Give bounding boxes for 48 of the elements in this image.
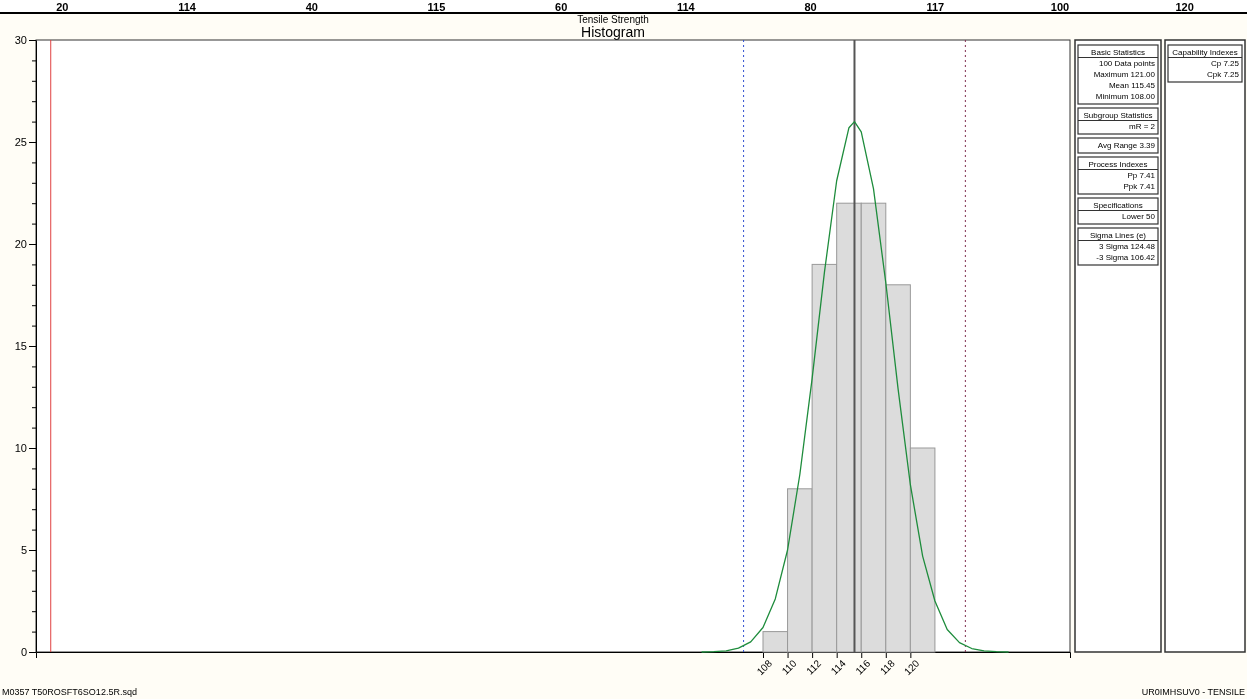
text: Cp 7.25 <box>1210 59 1240 68</box>
text: UR0IMHSUV0 - TENSILE <box>1141 687 1245 697</box>
x-tick-label: 120 <box>901 657 922 678</box>
text: Specifications <box>1093 201 1143 210</box>
y-tick-label: 5 <box>20 544 27 557</box>
text: Basic Statistics <box>1091 48 1145 57</box>
text: -3 Sigma 106.42 <box>1096 253 1156 262</box>
text: 80 <box>804 1 817 13</box>
y-tick-label: 0 <box>20 646 27 659</box>
y-tick-label: 15 <box>14 340 27 353</box>
text: Process Indexes <box>1088 160 1148 169</box>
chart-subtitle: Tensile Strength <box>577 14 649 25</box>
x-tick-label: 116 <box>853 657 873 677</box>
text: Avg Range 3.39 <box>1097 141 1156 150</box>
x-tick-label: 114 <box>828 657 849 677</box>
text: 115 <box>427 1 446 13</box>
text: 117 <box>926 1 945 13</box>
chart-title: Histogram <box>581 24 645 40</box>
text: Mean 115.45 <box>1108 81 1156 90</box>
y-tick-label: 25 <box>14 136 27 149</box>
text: M0357 T50ROSFT6SO12.5R.sqd <box>2 687 137 697</box>
text: 60 <box>555 1 568 13</box>
text: Ppk 7.41 <box>1123 182 1156 191</box>
x-tick-label: 110 <box>779 657 799 677</box>
x-tick-label: 112 <box>804 657 824 677</box>
text: Lower 50 <box>1122 212 1156 221</box>
y-tick-label: 30 <box>14 34 27 47</box>
y-tick-label: 10 <box>14 442 27 455</box>
text: Capability Indexes <box>1172 48 1238 57</box>
text: 100 Data points <box>1098 59 1155 68</box>
line-series <box>700 120 1010 653</box>
text: Cpk 7.25 <box>1206 70 1240 79</box>
y-tick-label: 20 <box>14 238 27 251</box>
text: Sigma Lines (e) <box>1089 231 1147 240</box>
text: 114 <box>178 1 197 13</box>
text: Subgroup Statistics <box>1083 111 1153 120</box>
text: 114 <box>676 1 696 13</box>
text: Maximum 121.00 <box>1093 70 1156 79</box>
text: 100 <box>1050 1 1070 13</box>
text: 120 <box>1175 1 1194 13</box>
x-tick-label: 108 <box>754 657 775 678</box>
text: mR = 2 <box>1128 122 1156 131</box>
text: 40 <box>305 1 318 13</box>
text: Minimum 108.00 <box>1095 92 1156 101</box>
x-tick-label: 118 <box>877 657 898 677</box>
text: 20 <box>56 1 69 13</box>
text: 3 Sigma 124.48 <box>1098 242 1156 251</box>
text: Pp 7.41 <box>1127 171 1156 180</box>
